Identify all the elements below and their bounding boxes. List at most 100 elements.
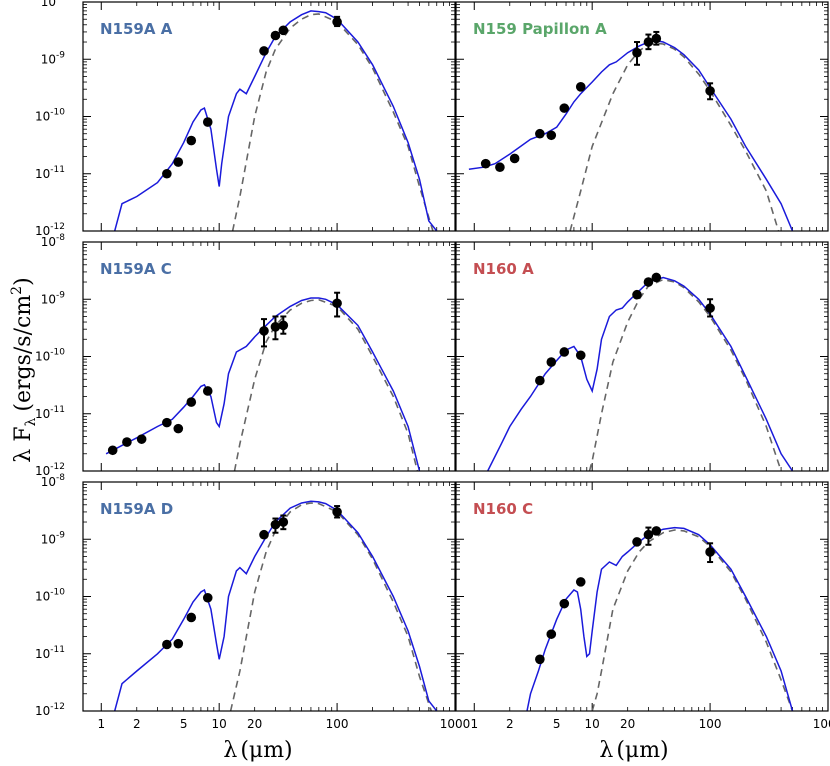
sed-panel-3: N160 A bbox=[455, 241, 829, 472]
y-tick-label: 10-9 bbox=[41, 290, 66, 306]
x-tick-label: 1000 bbox=[813, 717, 830, 731]
photometry-point bbox=[632, 289, 642, 300]
y-tick-exponent: -8 bbox=[56, 233, 65, 243]
y-tick-exponent: -11 bbox=[50, 405, 65, 415]
y-tick-exponent: -12 bbox=[50, 222, 65, 232]
y-tick-base: 10 bbox=[41, 0, 56, 9]
photometry-point bbox=[643, 37, 654, 47]
y-tick-label: 10-9 bbox=[41, 50, 66, 66]
x-tick-label: 2 bbox=[133, 717, 141, 731]
y-tick-exponent: -10 bbox=[50, 108, 65, 118]
y-axis-label: λ Fλ (ergs/s/cm2) bbox=[9, 277, 39, 462]
photometry-point bbox=[278, 320, 289, 331]
photometry-point bbox=[546, 130, 557, 141]
sed-model-line bbox=[487, 276, 794, 471]
y-tick-label: 10-11 bbox=[35, 405, 65, 421]
x-axis-label-right-units: (μm) bbox=[616, 738, 668, 763]
photometry-point bbox=[559, 598, 570, 609]
photometry-point bbox=[270, 30, 281, 41]
photometry-point bbox=[332, 507, 342, 517]
photometry-point bbox=[259, 326, 269, 336]
x-tick-label: 100 bbox=[699, 717, 722, 731]
x-tick-label: 1 bbox=[470, 717, 478, 731]
y-tick-exponent: -10 bbox=[50, 588, 65, 598]
x-axis-label-right: λ (μm) bbox=[599, 738, 668, 763]
y-tick-exponent: -8 bbox=[56, 473, 65, 483]
photometry-point bbox=[332, 298, 342, 309]
photometry-point bbox=[705, 547, 715, 557]
y-tick-base: 10 bbox=[41, 292, 56, 306]
y-tick-exponent: -9 bbox=[56, 290, 65, 300]
y-tick-base: 10 bbox=[35, 647, 50, 661]
panel-title: N159A C bbox=[100, 260, 172, 278]
x-axis-label-left-units: (μm) bbox=[240, 738, 292, 763]
y-tick-exponent: -11 bbox=[50, 645, 65, 655]
photometry-point bbox=[173, 638, 184, 649]
photometry-point bbox=[575, 82, 586, 92]
panel-frame bbox=[455, 481, 829, 712]
photometry-point bbox=[546, 629, 557, 639]
photometry-point bbox=[632, 537, 642, 547]
panel-frame bbox=[82, 1, 456, 232]
y-tick-label: 10-12 bbox=[35, 462, 65, 478]
photometry-point bbox=[643, 529, 654, 540]
panel-title: N160 A bbox=[473, 260, 534, 278]
sed-model-line bbox=[113, 10, 438, 231]
x-tick-label: 1000 bbox=[440, 717, 471, 731]
photometry-point bbox=[705, 86, 715, 96]
y-tick-base: 10 bbox=[41, 532, 56, 546]
x-tick-label: 10 bbox=[585, 717, 600, 731]
photometry-point bbox=[632, 47, 642, 58]
y-tick-label: 10-9 bbox=[41, 530, 66, 546]
sed-model-line bbox=[468, 40, 794, 231]
sed-model-line bbox=[526, 526, 794, 711]
x-tick-label: 5 bbox=[180, 717, 188, 731]
photometry-point bbox=[546, 357, 557, 367]
x-tick-label: 100 bbox=[326, 717, 349, 731]
y-tick-base: 10 bbox=[35, 590, 50, 604]
y-tick-label: 10-8 bbox=[41, 0, 66, 9]
photometry-point bbox=[495, 162, 505, 173]
photometry-point bbox=[186, 397, 197, 407]
photometry-point bbox=[162, 639, 172, 650]
photometry-point bbox=[480, 158, 491, 169]
photometry-point bbox=[509, 153, 520, 164]
photometry-point bbox=[535, 654, 545, 665]
x-axis-label-left-symbol: λ bbox=[223, 738, 237, 763]
photometry-point bbox=[186, 612, 197, 623]
y-tick-exponent: -12 bbox=[50, 462, 65, 472]
y-axis-label-units-close: ) bbox=[11, 277, 36, 286]
photometry-point bbox=[122, 437, 132, 447]
photometry-point bbox=[173, 157, 184, 167]
y-tick-label: 10-8 bbox=[41, 233, 66, 249]
photometry-point bbox=[173, 423, 184, 434]
y-axis-label-sub: λ bbox=[23, 417, 39, 426]
photometry-point bbox=[136, 434, 147, 444]
y-tick-label: 10-8 bbox=[41, 473, 66, 489]
photometry-point bbox=[705, 303, 715, 313]
y-tick-base: 10 bbox=[35, 110, 50, 124]
photometry-point bbox=[332, 17, 342, 27]
photometry-point bbox=[651, 526, 662, 536]
y-tick-exponent: -10 bbox=[50, 348, 65, 358]
y-tick-exponent: -11 bbox=[50, 165, 65, 175]
photometry-point bbox=[651, 272, 662, 283]
photometry-point bbox=[651, 33, 662, 44]
sed-model-line bbox=[113, 500, 438, 711]
photometry-point bbox=[278, 25, 289, 36]
y-tick-base: 10 bbox=[41, 235, 56, 249]
panel-frame bbox=[82, 481, 456, 712]
sed-panel-1: N159 Papillon A bbox=[455, 1, 829, 232]
dust-component-line bbox=[229, 502, 433, 711]
y-tick-exponent: -9 bbox=[56, 50, 65, 60]
photometry-point bbox=[162, 168, 172, 179]
y-tick-base: 10 bbox=[35, 407, 50, 421]
photometry-point bbox=[107, 445, 118, 456]
y-tick-label: 10-10 bbox=[35, 588, 65, 604]
photometry-point bbox=[575, 577, 586, 587]
photometry-point bbox=[559, 103, 570, 113]
photometry-point bbox=[535, 375, 545, 386]
y-tick-label: 10-12 bbox=[35, 222, 65, 238]
panel-title: N160 C bbox=[473, 500, 533, 518]
